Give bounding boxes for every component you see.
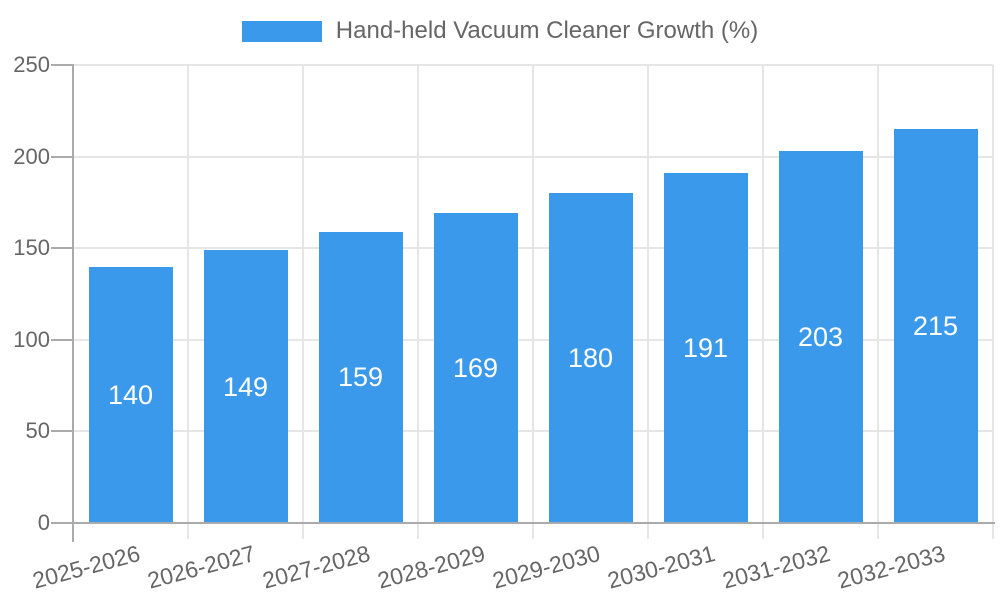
x-tick-label: 2030-2031 [604,540,718,594]
y-axis-tick [51,522,73,524]
bar[interactable] [548,193,633,523]
y-tick-label: 0 [37,510,50,535]
bar[interactable] [778,151,863,523]
gridline-vertical [417,65,419,539]
gridline-vertical [302,65,304,539]
bar[interactable] [88,266,173,523]
bar[interactable] [893,129,978,523]
y-axis-line [72,64,74,542]
gridline-vertical [877,65,879,539]
x-tick-label: 2031-2032 [719,540,833,594]
gridline-vertical [187,65,189,539]
x-tick-label: 2029-2030 [489,540,603,594]
x-tick-label: 2025-2026 [29,540,143,594]
gridline-vertical [532,65,534,539]
x-tick-label: 2026-2027 [144,540,258,594]
bar-value-label: 215 [912,311,959,342]
bar-value-label: 140 [107,379,154,410]
bar-value-label: 180 [567,343,614,374]
bar-value-label: 169 [452,353,499,384]
bar-value-label: 149 [222,371,269,402]
gridline-vertical [647,65,649,539]
y-tick-label: 250 [13,52,50,77]
y-tick-label: 200 [13,143,50,169]
y-axis-tick [51,64,73,66]
y-axis-tick [51,155,73,158]
gridline-vertical [762,65,764,539]
legend-label: Hand-held Vacuum Cleaner Growth (%) [335,17,759,44]
y-axis-tick [51,430,73,433]
gridline-vertical [992,65,994,539]
bar-value-label: 159 [337,362,384,393]
bar[interactable] [663,173,748,523]
legend-swatch [241,20,322,42]
y-tick-label: 100 [13,326,50,352]
y-tick-label: 50 [25,418,50,444]
y-tick-label: 150 [13,235,50,261]
x-axis-line [72,522,995,524]
legend[interactable]: Hand-held Vacuum Cleaner Growth (%) [0,12,1000,50]
y-axis-tick [51,338,73,341]
bar-value-label: 203 [797,322,844,353]
x-tick-label: 2032-2033 [834,540,948,594]
bar[interactable] [433,213,518,523]
bar-value-label: 191 [682,333,729,364]
bar[interactable] [203,250,288,523]
x-tick-label: 2027-2028 [259,540,373,594]
x-tick-label: 2028-2029 [374,540,488,594]
y-axis-tick [51,247,73,250]
bar[interactable] [318,231,403,523]
